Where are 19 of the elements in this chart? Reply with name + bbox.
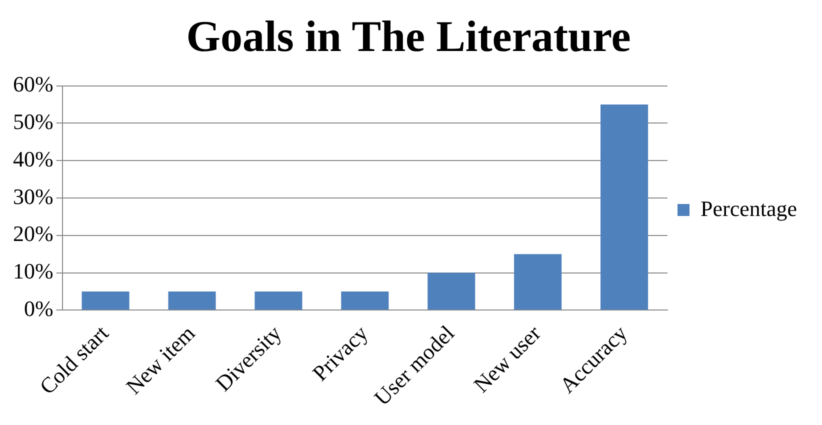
x-tick-label: New user (468, 320, 546, 398)
bar (254, 291, 302, 310)
y-tick-label: 40% (13, 146, 54, 172)
legend-label: Percentage (700, 196, 798, 221)
bar (600, 104, 648, 310)
x-tick-label: New item (121, 320, 200, 400)
bar (514, 254, 562, 310)
y-tick-label: 10% (13, 258, 54, 284)
bar (82, 291, 130, 310)
y-tick-label: 30% (13, 184, 54, 209)
y-tick-label: 50% (13, 108, 54, 134)
x-tick-label: Cold start (34, 320, 114, 400)
bar (428, 272, 476, 310)
bar (341, 291, 389, 310)
y-tick-label: 20% (13, 221, 54, 246)
chart-title: Goals in The Literature (186, 12, 631, 61)
y-tick-label: 60% (13, 72, 54, 97)
y-tick-label: 0% (24, 296, 54, 321)
bar (168, 291, 216, 310)
